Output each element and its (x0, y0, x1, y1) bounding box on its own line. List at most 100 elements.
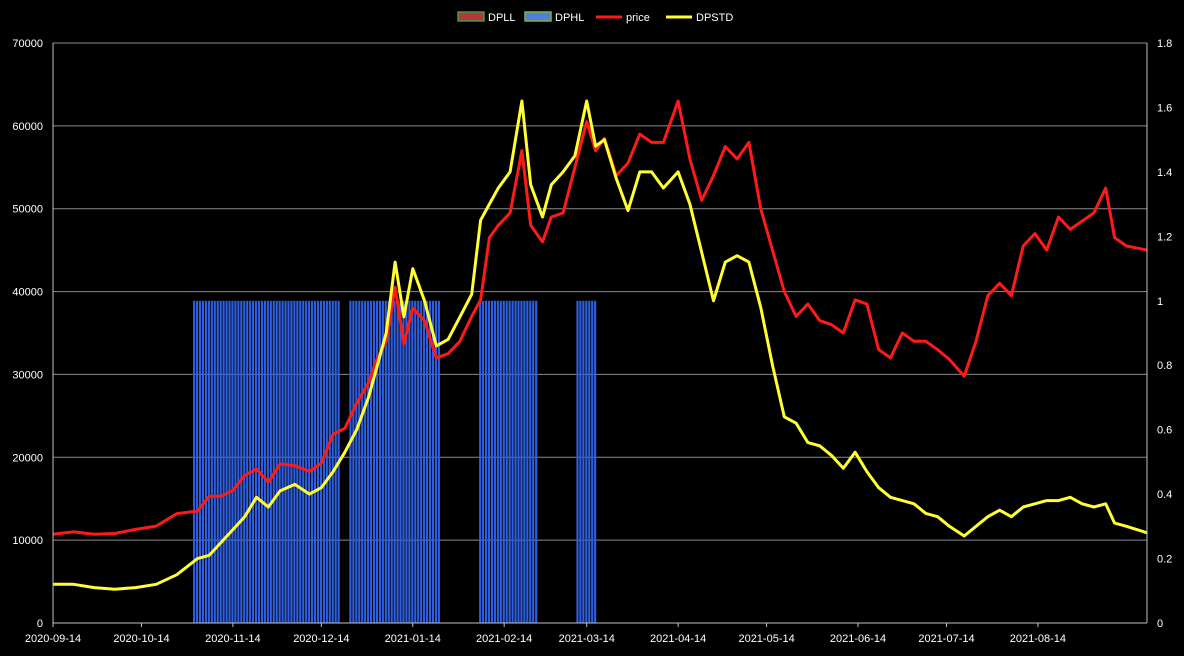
dphl-bars (193, 300, 597, 623)
x-tick-label: 2020-09-14 (25, 633, 81, 645)
dphl-bar (405, 300, 408, 623)
x-tick-label: 2021-07-14 (918, 633, 974, 645)
dphl-bar (408, 300, 411, 623)
y-right-tick-label: 1 (1157, 296, 1163, 308)
dphl-bar (414, 300, 417, 623)
y-right-tick-label: 0.8 (1157, 360, 1172, 372)
dphl-bar (579, 300, 582, 623)
dphl-bar (502, 300, 505, 623)
dphl-bar (367, 300, 370, 623)
dphl-bar (499, 300, 502, 623)
x-tick-label: 2021-04-14 (650, 633, 706, 645)
y-left-tick-label: 70000 (12, 38, 43, 50)
dphl-bar (331, 300, 334, 623)
dphl-bar (334, 300, 337, 623)
dphl-bar (585, 300, 588, 623)
dphl-bar (266, 300, 269, 623)
dphl-bar (287, 300, 290, 623)
x-tick-label: 2021-08-14 (1010, 633, 1066, 645)
dphl-bar (305, 300, 308, 623)
y-right-tick-label: 0.4 (1157, 489, 1172, 501)
dphl-bar (508, 300, 511, 623)
dphl-bar (434, 300, 437, 623)
dphl-bar (399, 300, 402, 623)
x-tick-label: 2021-05-14 (738, 633, 794, 645)
dphl-bar (355, 300, 358, 623)
dphl-bar (263, 300, 266, 623)
dphl-bar (523, 300, 526, 623)
y-left-tick-label: 50000 (12, 204, 43, 216)
dphl-bar (284, 300, 287, 623)
dphl-bar (514, 300, 517, 623)
y-left-tick-label: 30000 (12, 369, 43, 381)
dphl-bar (482, 300, 485, 623)
dphl-bar (532, 300, 535, 623)
dphl-bar (252, 300, 255, 623)
dphl-bar (426, 300, 429, 623)
dphl-bar (278, 300, 281, 623)
dphl-bar (594, 300, 597, 623)
dphl-bar (216, 300, 219, 623)
dphl-bar (302, 300, 305, 623)
y-right-tick-label: 1.4 (1157, 167, 1172, 179)
y-right-tick-label: 1.6 (1157, 102, 1172, 114)
x-tick-label: 2020-10-14 (113, 633, 169, 645)
dphl-bar (484, 300, 488, 623)
legend-swatch-dpll (457, 11, 485, 22)
dphl-bar (328, 300, 331, 623)
x-tick-label: 2021-02-14 (476, 633, 532, 645)
dphl-bar (222, 300, 225, 623)
dphl-bar (529, 300, 532, 623)
dphl-bar (290, 300, 293, 623)
dphl-bar (393, 300, 396, 623)
dphl-bar (384, 300, 387, 623)
dphl-bar (361, 300, 364, 623)
dphl-bar (369, 300, 373, 623)
dphl-bar (281, 300, 284, 623)
dphl-bar (257, 300, 261, 623)
dphl-bar (588, 300, 591, 623)
dphl-bar (375, 300, 379, 623)
dphl-bar (272, 300, 275, 623)
dphl-bar (490, 300, 494, 623)
dphl-bar (390, 300, 393, 623)
dphl-bar (316, 300, 320, 623)
legend-label-dphl: DPHL (555, 12, 584, 24)
dphl-bar (372, 300, 376, 623)
dphl-bar (591, 300, 594, 623)
dphl-bar (201, 300, 205, 623)
x-tick-label: 2020-12-14 (293, 633, 349, 645)
dphl-bar (396, 300, 399, 623)
dphl-bar (237, 300, 240, 623)
y-right-tick-label: 1.2 (1157, 231, 1172, 243)
y-right-tick-label: 1.8 (1157, 38, 1172, 50)
legend-label-dpll: DPLL (488, 12, 516, 24)
legend: DPLL DPHL price DPSTD (457, 11, 733, 24)
legend-label-dpstd: DPSTD (696, 12, 733, 24)
dphl-bar (246, 300, 249, 623)
x-tick-label: 2021-03-14 (559, 633, 615, 645)
dphl-bar (526, 300, 529, 623)
dphl-bar (269, 300, 272, 623)
dphl-bar (240, 300, 243, 623)
dphl-bar (387, 300, 390, 623)
y-right-tick-label: 0 (1157, 618, 1163, 630)
dphl-bar (231, 300, 234, 623)
legend-label-price: price (626, 12, 650, 24)
dphl-bar (420, 300, 423, 623)
dphl-bar (576, 300, 579, 623)
dphl-bar (228, 300, 231, 623)
dphl-bar (198, 300, 202, 623)
dphl-bar (213, 300, 216, 623)
dphl-bar (520, 300, 523, 623)
dphl-bar (275, 300, 278, 623)
dphl-bar (535, 300, 538, 623)
dphl-bar (299, 300, 302, 623)
dphl-bar (358, 300, 361, 623)
dphl-bar (423, 300, 426, 623)
x-tick-label: 2020-11-14 (205, 633, 260, 645)
dphl-bar (260, 300, 264, 623)
dphl-bar (225, 300, 228, 623)
dphl-bar (411, 300, 414, 623)
axes: 0 10000 20000 30000 40000 50000 60000 70000 0 0.2… (12, 38, 1172, 645)
